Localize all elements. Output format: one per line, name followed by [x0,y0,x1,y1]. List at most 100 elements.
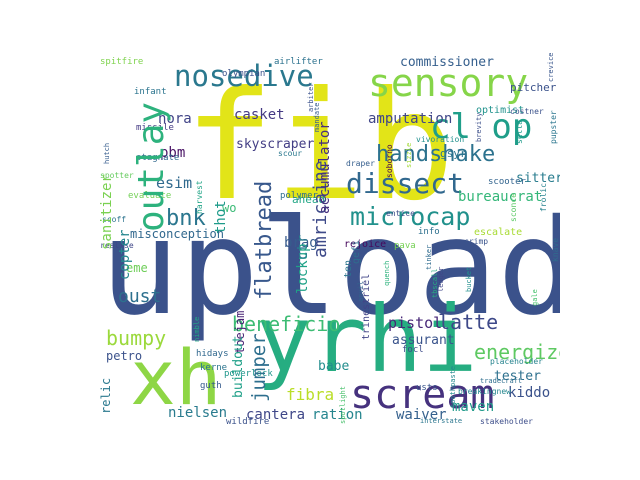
cloud-word: interstate [420,417,463,425]
cloud-word: outlay [131,101,172,232]
cloud-word: spitfire [100,57,144,67]
cloud-word: xh [130,333,222,422]
cloud-word: bucket [465,266,473,292]
cloud-word: relic [99,377,113,414]
cloud-word: breakingnew [458,387,511,396]
cloud-word: setta [515,119,524,144]
word-cloud: upload fib yrhi xh scream sensory nosedi… [96,52,560,428]
cloud-word: guth [200,381,222,391]
cloud-word: scream [350,372,495,418]
cloud-word: mandate [313,102,321,132]
cloud-word: harvest [195,180,204,214]
cloud-word: yrhi [256,286,478,393]
cloud-word: bureaucrat [458,189,543,205]
cloud-word: realise [100,241,134,250]
cloud-word: hutch [103,142,111,164]
cloud-word: quench [383,260,391,286]
cloud-word: spotter [100,171,134,180]
cloud-word: bnk [166,206,206,231]
cloud-word: infant [134,87,167,97]
cloud-word: latte [438,310,499,334]
cloud-word: microcap [350,202,471,231]
cloud-word: gale [531,289,539,306]
cloud-word: petro [106,349,143,363]
cloud-word: sitter [516,171,560,186]
cloud-word: nimble [193,316,201,342]
cloud-word: stagnate [136,153,180,163]
cloud-word: cantera [246,407,306,423]
cloud-word: cl op [430,107,533,147]
cloud-word: pitcher [510,81,557,94]
cloud-word: anvil [357,280,365,302]
cloud-word: stakeholder [480,417,533,426]
cloud-word: dissect [346,167,465,200]
cloud-word: sensory [368,61,529,105]
cloud-word: usts [416,383,438,393]
cloud-word: fib [184,60,455,234]
cloud-word: ctr [295,234,311,260]
cloud-word: costner [510,107,544,116]
cloud-word: frolic [539,183,548,212]
cloud-word: crimp [464,237,489,246]
cloud-word: optimist [476,105,525,116]
cloud-word: sizzle [405,142,413,168]
cloud-word: powerlock [224,369,273,379]
cloud-word: wildfire [226,417,270,427]
cloud-word: hidays [196,349,229,359]
cloud-word: kiddo [508,385,551,401]
cloud-word: accumulator [317,121,333,214]
cloud-word: scour [278,149,303,158]
cloud-word: thot [213,200,229,234]
cloud-word: pava [394,241,416,251]
cloud-word: esim [156,174,193,192]
cloud-word: knave [551,237,560,262]
cloud-word: babe [318,359,350,374]
cloud-word: waiver [396,407,447,423]
cloud-word: gefi [351,239,362,264]
cloud-word: draper [346,159,375,168]
cloud-word: ration [312,407,363,423]
cloud-word: tinker [425,244,433,270]
cloud-word: placeholder [490,357,543,366]
cloud-word: skyscraper [236,137,315,152]
cloud-word: sconce [509,193,518,222]
cloud-word: sanitizer [99,174,115,250]
cloud-word: casket [234,107,285,123]
cloud-word: vivoration [416,135,465,144]
cloud-word: polymer [280,191,318,201]
cloud-word: missile [136,123,174,133]
cloud-word: fibra [286,385,335,404]
cloud-word: kerne [200,363,228,373]
cloud-word: commissioner [400,55,494,70]
cloud-word: handshake [376,142,496,167]
cloud-word: tradecraft [480,377,523,385]
cloud-word: amputation [368,111,453,127]
cloud-word: tester [494,369,541,384]
cloud-word: soborno [385,144,394,178]
cloud-word: upload [100,191,560,345]
cloud-word: pbm [160,145,186,161]
cloud-word: spotlight [339,386,347,424]
cloud-word: scooter [488,177,526,187]
cloud-word: evaluate [128,191,172,201]
cloud-word: crevice [547,52,555,82]
cloud-word: rejoice [344,239,387,250]
cloud-word: hora [158,111,192,127]
cloud-word: eme [126,261,148,275]
cloud-word: focl [402,345,424,355]
cloud-word: brag [284,235,318,251]
cloud-word: wo [222,201,237,215]
cloud-word: olympian [222,69,266,79]
cloud-word: airlifter [274,57,323,67]
cloud-word: nielsen [168,405,228,421]
cloud-word: misconception [130,227,224,241]
cloud-word: jumper [248,333,270,402]
cloud-word: buildout [231,335,246,398]
cloud-word: toothpaste [449,365,457,408]
cloud-word: info [418,227,440,237]
cloud-word: bumpy [106,326,167,350]
cloud-word: pupster [549,110,558,144]
cloud-word: nosedive [174,59,314,93]
cloud-word: ahead [292,193,326,206]
